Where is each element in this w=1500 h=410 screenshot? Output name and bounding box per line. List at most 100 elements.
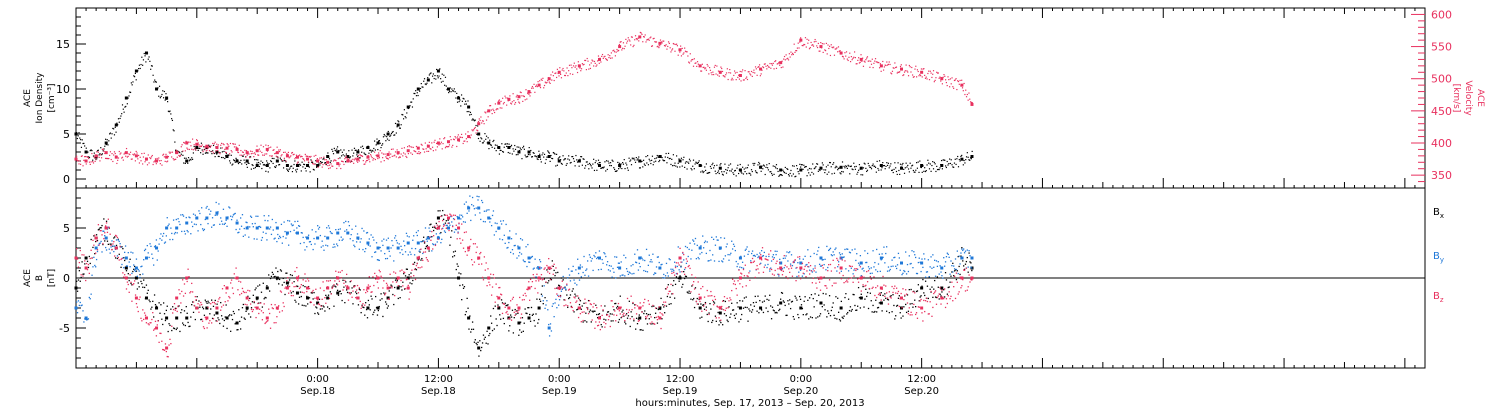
scatter-dot — [779, 173, 782, 176]
scatter-dot — [492, 140, 494, 143]
scatter-dot — [125, 265, 128, 267]
scatter-dot — [786, 251, 788, 253]
scatter-dot — [181, 144, 183, 146]
scatter-dot — [626, 167, 629, 169]
scatter-dot — [886, 298, 889, 301]
legend-label: B — [1433, 291, 1440, 302]
scatter-dot — [382, 244, 384, 247]
scatter-dot — [205, 318, 207, 321]
scatter-dot — [874, 60, 876, 62]
scatter-dot — [963, 268, 966, 270]
scatter-dot — [668, 158, 670, 160]
scatter-dot — [396, 280, 399, 282]
scatter-dot — [814, 293, 816, 295]
scatter-dot — [971, 150, 973, 153]
scatter-dot — [937, 168, 939, 171]
scatter-dot — [430, 148, 432, 150]
scatter-dot — [312, 168, 314, 171]
data-point — [527, 316, 531, 320]
scatter-dot — [303, 292, 305, 294]
scatter-dot — [339, 163, 341, 165]
scatter-dot — [804, 255, 806, 258]
scatter-dot — [346, 291, 349, 294]
scatter-dot — [486, 142, 488, 144]
scatter-dot — [723, 237, 726, 239]
scatter-dot — [408, 106, 410, 109]
scatter-dot — [431, 142, 433, 144]
scatter-dot — [490, 315, 492, 317]
scatter-dot — [360, 146, 362, 148]
data-point — [366, 155, 370, 159]
scatter-dot — [965, 159, 967, 161]
scatter-dot — [100, 154, 102, 156]
scatter-dot — [153, 294, 156, 296]
scatter-dot — [869, 292, 871, 294]
scatter-dot — [540, 293, 543, 295]
scatter-dot — [162, 302, 165, 304]
scatter-dot — [101, 251, 103, 253]
scatter-dot — [895, 66, 898, 68]
scatter-dot — [233, 159, 235, 161]
data-point — [779, 168, 783, 172]
scatter-dot — [570, 161, 572, 164]
scatter-dot — [858, 62, 861, 64]
scatter-dot — [606, 261, 609, 263]
scatter-dot — [560, 162, 563, 165]
scatter-dot — [967, 266, 969, 268]
scatter-dot — [953, 268, 956, 270]
scatter-dot — [671, 293, 673, 295]
scatter-dot — [963, 248, 965, 250]
scatter-dot — [368, 238, 370, 240]
scatter-dot — [703, 170, 705, 173]
scatter-dot — [332, 160, 335, 162]
scatter-dot — [731, 309, 734, 311]
scatter-dot — [266, 153, 268, 155]
scatter-dot — [471, 129, 473, 131]
scatter-dot — [249, 316, 252, 318]
scatter-dot — [964, 162, 966, 164]
scatter-dot — [518, 146, 520, 148]
scatter-dot — [359, 241, 361, 243]
data-point — [386, 246, 390, 250]
scatter-dot — [528, 93, 530, 95]
scatter-dot — [536, 267, 538, 269]
scatter-dot — [113, 250, 115, 253]
scatter-dot — [506, 304, 508, 307]
scatter-dot — [307, 161, 310, 163]
scatter-dot — [79, 249, 81, 252]
scatter-dot — [323, 289, 325, 292]
scatter-dot — [112, 245, 114, 247]
data-point — [638, 256, 642, 260]
scatter-dot — [453, 88, 455, 90]
data-point — [215, 150, 219, 154]
scatter-dot — [683, 270, 685, 273]
scatter-dot — [716, 65, 718, 67]
scatter-dot — [268, 147, 270, 149]
scatter-dot — [897, 297, 900, 299]
scatter-dot — [340, 277, 342, 279]
scatter-dot — [419, 248, 421, 251]
scatter-dot — [346, 232, 349, 234]
scatter-dot — [368, 159, 370, 161]
scatter-dot — [715, 172, 717, 175]
scatter-dot — [780, 268, 783, 271]
scatter-dot — [496, 144, 498, 146]
scatter-dot — [873, 266, 875, 268]
scatter-dot — [490, 224, 493, 227]
scatter-dot — [861, 166, 863, 169]
scatter-dot — [669, 258, 671, 261]
scatter-dot — [161, 93, 163, 96]
scatter-dot — [140, 160, 142, 162]
scatter-dot — [905, 311, 908, 314]
scatter-dot — [759, 299, 761, 302]
scatter-dot — [142, 156, 145, 158]
scatter-dot — [368, 304, 370, 306]
scatter-dot — [183, 162, 185, 164]
scatter-dot — [360, 311, 362, 314]
scatter-dot — [444, 137, 446, 139]
scatter-dot — [650, 36, 652, 38]
scatter-dot — [421, 240, 423, 243]
scatter-dot — [170, 227, 172, 229]
scatter-dot — [843, 58, 845, 60]
scatter-dot — [819, 265, 822, 267]
